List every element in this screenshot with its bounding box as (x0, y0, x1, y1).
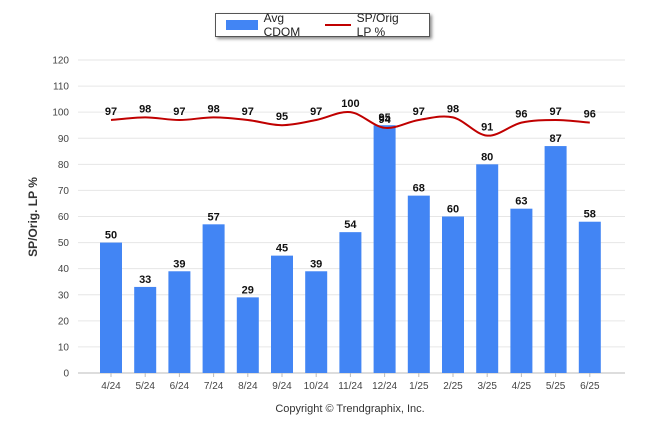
line-value-label: 95 (276, 111, 288, 123)
x-tick-label: 8/24 (238, 381, 258, 392)
x-tick-label: 1/25 (409, 381, 429, 392)
y-tick-label: 20 (58, 316, 70, 327)
legend-item-line[interactable]: SP/Orig LP % (325, 11, 415, 39)
y-tick-label: 90 (58, 134, 70, 145)
bar (100, 242, 122, 373)
bar-value-label: 33 (139, 274, 151, 286)
data-labels: 50 33 39 57 29 45 39 54 95 68 60 80 63 87 58 97 98 97 98 97… (105, 98, 596, 296)
line-value-label: 97 (413, 106, 425, 118)
line-value-label: 100 (341, 98, 359, 110)
x-tick-label: 3/25 (477, 381, 497, 392)
x-tick-label: 6/24 (170, 381, 190, 392)
y-tick-label: 70 (58, 186, 70, 197)
x-tick-label: 12/24 (372, 381, 397, 392)
bar-value-label: 39 (173, 258, 185, 270)
bar (578, 221, 601, 373)
bar-value-label: 80 (481, 151, 493, 163)
x-tick-label: 11/24 (338, 381, 363, 392)
legend-line-swatch (325, 24, 351, 26)
bar (134, 286, 157, 373)
bar-value-label: 95 (378, 112, 390, 124)
y-axis-title: SP/Orig. LP % (26, 177, 40, 257)
line-value-label: 97 (310, 106, 322, 118)
copyright-text: Copyright © Trendgraphix, Inc. (275, 403, 425, 415)
bar (271, 255, 293, 373)
bar-value-label: 63 (515, 196, 527, 208)
bar-value-label: 87 (549, 133, 561, 145)
line-value-label: 97 (173, 106, 185, 118)
line-value-label: 96 (584, 109, 596, 121)
line-value-label: 98 (139, 103, 151, 115)
y-tick-label: 30 (58, 290, 70, 301)
x-tick-label: 9/24 (272, 381, 292, 392)
bar-value-label: 45 (276, 243, 288, 255)
line-series (110, 111, 590, 137)
legend-line-label: SP/Orig LP % (356, 11, 399, 39)
bar (168, 271, 191, 373)
x-tick-label: 2/25 (443, 381, 463, 392)
y-tick-label: 60 (58, 212, 70, 223)
bar-value-label: 60 (447, 204, 459, 216)
legend-bar-label: Avg CDOM (263, 11, 301, 39)
y-tick-labels: 0 10 20 30 40 50 60 70 80 90 100 110 120 (52, 56, 69, 380)
y-tick-label: 80 (58, 160, 70, 171)
legend: Avg CDOM SP/Orig LP % (215, 11, 430, 39)
line-value-label: 97 (549, 106, 561, 118)
bar (476, 164, 499, 373)
bar (544, 146, 567, 373)
line-value-label: 98 (207, 103, 219, 115)
y-tick-label: 0 (63, 369, 69, 380)
bar (442, 216, 464, 373)
bar-value-label: 57 (207, 211, 219, 223)
line-value-label: 97 (105, 106, 117, 118)
line-value-label: 94 (378, 114, 391, 126)
bars (100, 125, 601, 373)
legend-bar-swatch (226, 20, 258, 30)
bar-value-label: 29 (242, 284, 254, 296)
bar (373, 125, 396, 373)
x-tick-label: 6/25 (580, 381, 600, 392)
y-tick-label: 100 (52, 108, 69, 119)
bar (339, 232, 362, 373)
bar (236, 297, 259, 373)
x-tick-labels: 4/24 5/24 6/24 7/24 8/24 9/24 10/24 11/24 12/24 1… (101, 373, 600, 392)
bar-value-label: 58 (584, 209, 596, 221)
bar (510, 208, 533, 373)
line-value-label: 91 (481, 122, 493, 134)
x-tick-label: 4/24 (101, 381, 121, 392)
bar (407, 195, 430, 373)
y-tick-label: 40 (58, 264, 70, 275)
line-value-label: 98 (447, 103, 459, 115)
line-value-label: 96 (515, 109, 527, 121)
y-tick-label: 110 (53, 82, 69, 93)
legend-item-bar[interactable]: Avg CDOM (226, 11, 311, 39)
y-tick-label: 50 (58, 238, 70, 249)
y-tick-label: 10 (58, 342, 70, 353)
x-tick-label: 7/24 (204, 381, 224, 392)
bar-value-label: 50 (105, 230, 117, 242)
line-value-label: 97 (242, 106, 254, 118)
bar-value-label: 39 (310, 258, 322, 270)
x-tick-label: 10/24 (304, 381, 329, 392)
y-tick-label: 120 (52, 56, 69, 67)
bar-value-label: 54 (344, 219, 357, 231)
x-tick-label: 5/25 (546, 381, 566, 392)
bar (202, 224, 225, 373)
sp-orig-lp-line (110, 111, 590, 137)
bar-value-label: 68 (413, 183, 425, 195)
x-tick-label: 5/24 (135, 381, 155, 392)
bar (305, 271, 328, 373)
x-tick-label: 4/25 (512, 381, 532, 392)
